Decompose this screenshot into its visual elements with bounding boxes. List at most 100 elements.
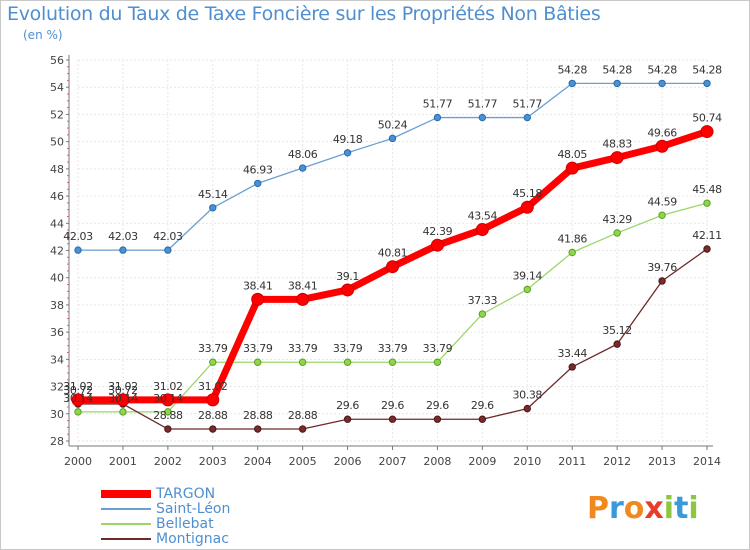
data-label-montignac: 28.88 — [288, 409, 318, 422]
y-tick-label: 34 — [50, 353, 64, 366]
data-point-saint-l-on — [209, 204, 217, 212]
legend-item-saint-leon: Saint-Léon — [101, 501, 341, 517]
data-point-montignac — [433, 415, 442, 423]
data-label-saint-l-on: 46.93 — [243, 163, 273, 176]
logo-letter: o — [623, 491, 645, 526]
y-tick-label: 38 — [50, 299, 64, 312]
legend-label-targon: TARGON — [156, 486, 216, 502]
data-label-bellebat: 37.33 — [468, 294, 498, 307]
data-point-targon — [475, 223, 489, 237]
logo-letter: x — [644, 491, 664, 526]
data-point-saint-l-on — [164, 246, 172, 254]
data-point-bellebat — [658, 211, 666, 219]
data-point-bellebat — [164, 408, 172, 416]
x-tick-label: 2010 — [513, 455, 541, 468]
legend-swatch-saint-leon — [101, 508, 151, 510]
data-label-montignac: 28.88 — [198, 409, 228, 422]
y-tick-label: 52 — [50, 108, 64, 121]
data-point-targon — [116, 393, 130, 407]
data-label-montignac: 33.44 — [557, 347, 587, 360]
y-tick-label: 46 — [50, 190, 64, 203]
x-tick-label: 2011 — [558, 455, 586, 468]
data-label-montignac: 29.6 — [426, 399, 449, 412]
data-point-targon — [655, 139, 669, 153]
data-point-targon — [520, 200, 534, 214]
x-tick-label: 2007 — [379, 455, 407, 468]
data-label-montignac: 30.72 — [63, 384, 93, 397]
legend-swatch-targon — [101, 490, 151, 498]
legend-label-bellebat: Bellebat — [156, 516, 214, 532]
data-point-montignac — [298, 425, 307, 433]
data-label-saint-l-on: 51.77 — [423, 98, 453, 111]
x-tick-label: 2003 — [199, 455, 227, 468]
data-label-montignac: 29.6 — [336, 399, 359, 412]
data-point-targon — [296, 292, 310, 306]
data-point-saint-l-on — [298, 164, 307, 172]
data-label-targon: 31.02 — [153, 380, 183, 393]
data-label-montignac: 30.38 — [513, 389, 543, 402]
legend-swatch-bellebat — [101, 523, 151, 525]
data-point-saint-l-on — [658, 79, 666, 88]
logo-letter: r — [609, 491, 624, 526]
logo-letter: t — [674, 491, 689, 526]
data-point-bellebat — [388, 358, 397, 366]
data-label-targon: 31.02 — [108, 380, 138, 393]
legend: TARGON Saint-Léon Bellebat Montignac — [101, 486, 341, 547]
data-point-saint-l-on — [568, 79, 576, 88]
data-point-saint-l-on — [478, 113, 487, 122]
data-point-montignac — [568, 363, 576, 371]
data-label-montignac: 28.88 — [153, 409, 183, 422]
legend-item-montignac: Montignac — [101, 531, 341, 547]
data-point-bellebat — [298, 358, 307, 366]
data-point-saint-l-on — [703, 79, 711, 88]
y-tick-label: 32 — [50, 381, 64, 394]
data-label-saint-l-on: 49.18 — [333, 133, 363, 146]
data-point-bellebat — [209, 358, 217, 366]
chart-title: Evolution du Taux de Taxe Foncière sur l… — [7, 3, 601, 25]
data-label-bellebat: 44.59 — [647, 195, 677, 208]
data-label-montignac: 29.6 — [471, 399, 494, 412]
data-label-bellebat: 33.79 — [243, 342, 273, 355]
data-point-saint-l-on — [433, 113, 442, 122]
x-tick-label: 2001 — [109, 455, 137, 468]
legend-label-montignac: Montignac — [156, 531, 229, 547]
data-point-montignac — [209, 425, 217, 433]
data-label-bellebat: 30.14 — [153, 392, 183, 405]
data-point-targon — [71, 393, 85, 407]
x-tick-label: 2006 — [334, 455, 362, 468]
y-tick-label: 40 — [50, 272, 64, 285]
data-label-targon: 48.83 — [602, 138, 632, 151]
data-label-saint-l-on: 51.77 — [468, 98, 498, 111]
data-label-saint-l-on: 42.03 — [153, 230, 183, 243]
data-point-bellebat — [433, 358, 442, 366]
data-label-targon: 40.81 — [378, 247, 408, 260]
data-point-saint-l-on — [74, 246, 82, 254]
data-point-bellebat — [119, 408, 127, 416]
data-point-montignac — [478, 415, 487, 423]
data-label-saint-l-on: 54.28 — [557, 63, 587, 76]
data-label-montignac: 30.72 — [108, 384, 138, 397]
data-point-bellebat — [568, 248, 576, 257]
data-label-targon: 38.41 — [288, 279, 318, 292]
data-label-montignac: 42.11 — [692, 229, 722, 242]
data-point-bellebat — [74, 408, 82, 416]
data-point-targon — [610, 151, 624, 165]
data-label-targon: 42.39 — [423, 225, 453, 238]
data-label-bellebat: 33.79 — [333, 342, 363, 355]
data-point-saint-l-on — [119, 246, 127, 254]
y-tick-label: 30 — [50, 408, 64, 421]
data-point-bellebat — [478, 310, 487, 318]
data-label-bellebat: 39.14 — [513, 269, 543, 282]
x-tick-label: 2012 — [603, 455, 631, 468]
x-tick-label: 2004 — [244, 455, 272, 468]
data-label-targon: 31.02 — [63, 380, 93, 393]
data-label-saint-l-on: 54.28 — [602, 63, 632, 76]
data-point-montignac — [164, 425, 172, 433]
data-point-targon — [430, 238, 444, 252]
data-point-montignac — [703, 245, 711, 253]
data-label-saint-l-on: 51.77 — [513, 98, 543, 111]
y-tick-label: 50 — [50, 136, 64, 149]
data-point-saint-l-on — [523, 113, 531, 122]
